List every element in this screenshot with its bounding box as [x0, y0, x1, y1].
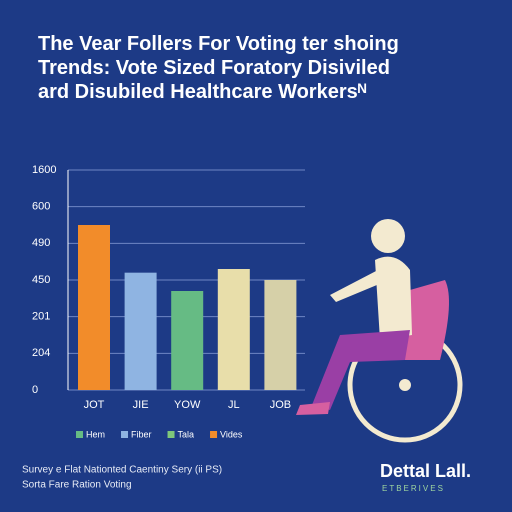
- y-tick-label: 204: [32, 347, 50, 359]
- legend-label: Fiber: [131, 429, 152, 439]
- y-tick-label: 1600: [32, 164, 56, 176]
- legend-label: Tala: [178, 429, 195, 439]
- x-tick-label: JIE: [133, 399, 149, 411]
- x-tick-label: YOW: [174, 399, 201, 411]
- y-tick-label: 201: [32, 311, 50, 323]
- x-tick-label: JOT: [84, 399, 105, 411]
- legend-swatch: [121, 431, 129, 438]
- legend-swatch: [167, 431, 175, 438]
- logo-tagline: ETBERIVES: [382, 484, 445, 493]
- illustration: [296, 219, 463, 443]
- footer: Survey e Flat Nationted Caentiny Sery (i…: [22, 465, 222, 476]
- x-tick-label: JOB: [270, 399, 291, 411]
- bar: [217, 269, 250, 390]
- legend-label: Vides: [220, 429, 243, 439]
- logo: Dettal Lall.: [380, 461, 471, 481]
- bar: [264, 280, 297, 390]
- legend-swatch: [76, 431, 83, 438]
- legend-label: Hem: [86, 429, 105, 439]
- chart-title: Trends: Vote Sized Foratory Disiviled: [38, 57, 390, 79]
- bar: [124, 272, 157, 390]
- chart-title: The Vear Follers For Voting ter shoing: [38, 33, 399, 55]
- y-tick-label: 450: [32, 274, 50, 286]
- y-tick-label: 490: [32, 237, 50, 249]
- y-tick-label: 0: [32, 384, 38, 396]
- y-tick-label: 600: [32, 201, 50, 213]
- bar: [171, 291, 204, 390]
- chart-title: ard Disubiled Healthcare Workersᴺ: [38, 81, 367, 103]
- x-tick-label: JL: [228, 399, 240, 411]
- footer: Sorta Fare Ration Voting: [22, 480, 132, 491]
- legend-swatch: [210, 431, 218, 438]
- bar: [78, 225, 110, 390]
